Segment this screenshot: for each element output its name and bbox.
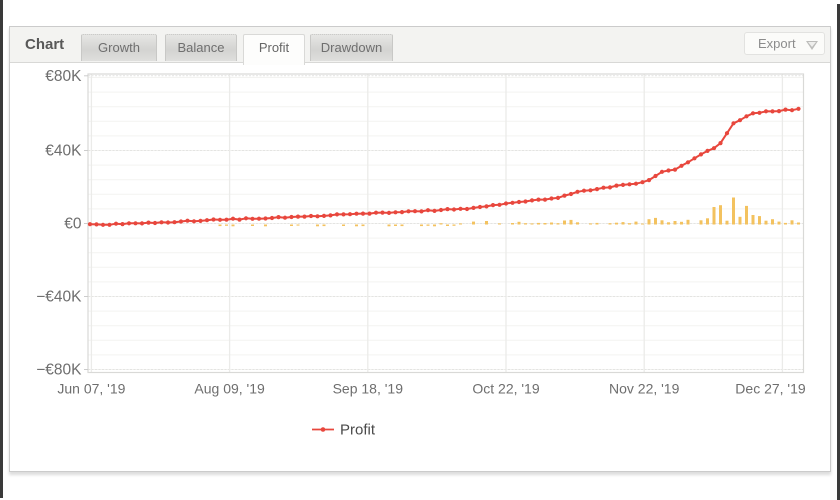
svg-text:Sep 18, '19: Sep 18, '19 (333, 381, 404, 397)
svg-text:Jun 07, '19: Jun 07, '19 (57, 381, 125, 397)
svg-text:−€40K: −€40K (36, 289, 82, 306)
svg-text:Nov 22, '19: Nov 22, '19 (609, 381, 680, 397)
svg-text:€80K: €80K (45, 68, 82, 85)
svg-text:€0: €0 (64, 216, 82, 233)
svg-text:Oct 22, '19: Oct 22, '19 (472, 381, 539, 397)
svg-text:Profit: Profit (340, 422, 376, 439)
svg-text:Dec 27, '19: Dec 27, '19 (735, 381, 806, 397)
svg-text:−€80K: −€80K (36, 362, 82, 379)
svg-text:€40K: €40K (45, 143, 82, 160)
svg-text:Aug 09, '19: Aug 09, '19 (194, 381, 265, 397)
